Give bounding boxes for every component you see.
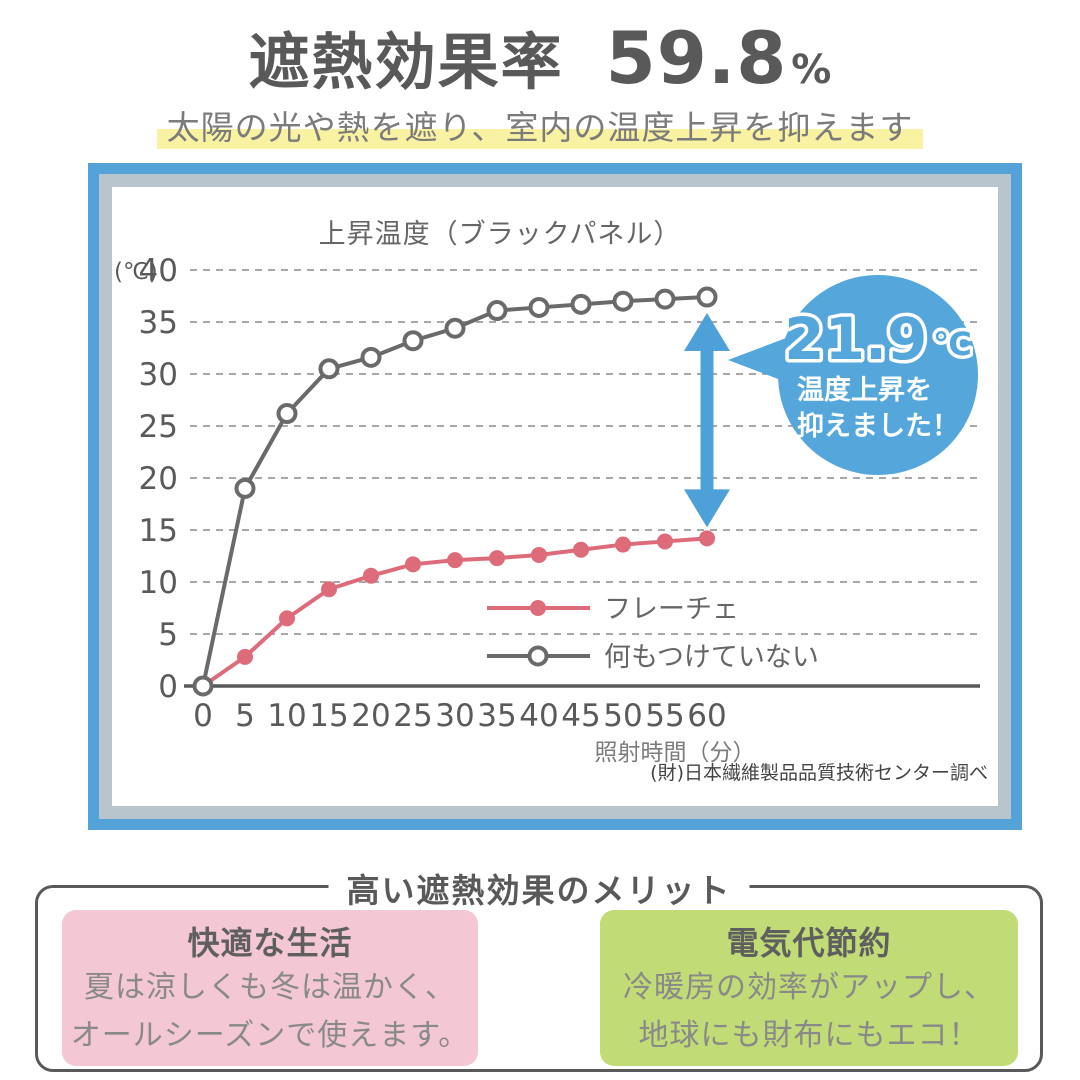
x-tick-label: 60 bbox=[687, 698, 726, 734]
data-point-open bbox=[528, 296, 550, 318]
merit-card-saving-line2: 地球にも財布にもエコ！ bbox=[638, 1018, 980, 1053]
x-tick-label: 20 bbox=[351, 698, 390, 734]
data-point-filled bbox=[615, 536, 631, 553]
speech-bubble: 21.9 ℃ 温度上昇を 抑えました！ bbox=[778, 275, 978, 475]
data-point-filled bbox=[447, 552, 463, 569]
data-point-filled bbox=[321, 581, 337, 598]
x-tick-label: 10 bbox=[267, 698, 306, 734]
data-point-filled bbox=[489, 550, 505, 567]
legend-marker-filled bbox=[530, 600, 546, 616]
bubble-caption-line2: 抑えました！ bbox=[797, 411, 959, 442]
data-point-open bbox=[276, 403, 298, 425]
y-tick-label: 40 bbox=[139, 253, 178, 289]
x-tick-label: 5 bbox=[235, 698, 255, 734]
y-tick-label: 15 bbox=[139, 513, 178, 549]
data-point-filled bbox=[363, 567, 379, 584]
data-point-filled bbox=[699, 530, 715, 547]
data-point-filled bbox=[237, 648, 253, 665]
merit-section-title: 高い遮熱効果のメリット bbox=[328, 864, 750, 912]
bubble-value-text: 21.9 ℃ bbox=[783, 305, 973, 371]
x-tick-label: 45 bbox=[561, 698, 600, 734]
data-point-filled bbox=[531, 546, 547, 563]
merit-section: 高い遮熱効果のメリット 快適な生活 夏は涼しくも冬は温かく、 オールシーズンで使… bbox=[35, 864, 1043, 1072]
data-point-filled bbox=[657, 533, 673, 550]
merit-card-comfort-line2: オールシーズンで使えます。 bbox=[70, 1018, 470, 1053]
y-tick-label: 5 bbox=[158, 617, 178, 653]
data-point-filled bbox=[573, 541, 589, 558]
y-tick-label: 0 bbox=[158, 669, 178, 705]
y-tick-label: 35 bbox=[139, 305, 178, 341]
merit-card-saving-line1: 冷暖房の効率がアップし、 bbox=[623, 970, 995, 1005]
chart-title: 上昇温度（ブラックパネル） bbox=[319, 219, 682, 250]
legend-label: 何もつけていない bbox=[604, 642, 819, 673]
subtitle-highlighted: 太陽の光や熱を遮り、室内の温度上昇を抑えます bbox=[156, 101, 924, 149]
x-tick-label: 55 bbox=[645, 698, 684, 734]
data-point-open bbox=[234, 477, 256, 499]
x-tick-label: 30 bbox=[435, 698, 474, 734]
x-tick-label: 35 bbox=[477, 698, 516, 734]
legend-marker-open bbox=[527, 645, 549, 667]
subtitle-wrap: 太陽の光や熱を遮り、室内の温度上昇を抑えます bbox=[0, 101, 1080, 149]
y-tick-label: 25 bbox=[139, 409, 178, 445]
bubble-caption: 温度上昇を 抑えました！ bbox=[797, 373, 959, 446]
svg-text:21.9 ℃: 21.9 ℃ bbox=[784, 305, 971, 371]
y-axis-unit: (℃) bbox=[114, 259, 158, 285]
data-point-open bbox=[654, 288, 676, 310]
data-point-filled bbox=[405, 556, 421, 573]
title-unit: % bbox=[791, 47, 832, 93]
bubble-caption-line1: 温度上昇を bbox=[797, 374, 932, 406]
x-tick-label: 50 bbox=[603, 698, 642, 734]
data-point-open bbox=[318, 358, 340, 380]
y-tick-label: 30 bbox=[139, 357, 178, 393]
chart-area: 0 5 10 15 20 25 30 35 40 (℃) 上昇温度（ブラックパネル） 0 5 10 15 20… bbox=[112, 187, 998, 806]
merit-card-saving-title: 電気代節約 bbox=[726, 924, 892, 962]
x-tick-label: 0 bbox=[193, 698, 213, 734]
title-label: 遮熱効果率 bbox=[248, 27, 564, 98]
merit-card-saving: 電気代節約 冷暖房の効率がアップし、 地球にも財布にもエコ！ bbox=[600, 910, 1018, 1066]
difference-arrow bbox=[684, 313, 730, 528]
merit-card-comfort-line1: 夏は涼しくも冬は温かく、 bbox=[84, 970, 456, 1005]
chart-panel: 0 5 10 15 20 25 30 35 40 (℃) 上昇温度（ブラックパネル） 0 5 10 15 20… bbox=[88, 163, 1022, 830]
chart-panel-inner-frame: 0 5 10 15 20 25 30 35 40 (℃) 上昇温度（ブラックパネル） 0 5 10 15 20… bbox=[99, 174, 1011, 819]
merit-card-comfort-title: 快適な生活 bbox=[187, 924, 353, 962]
x-axis-label: 照射時間（分） bbox=[595, 740, 756, 766]
x-tick-label: 25 bbox=[393, 698, 432, 734]
speech-bubble-tail bbox=[728, 338, 786, 382]
data-point-filled bbox=[279, 610, 295, 627]
data-point-open bbox=[402, 330, 424, 352]
data-point-open bbox=[570, 293, 592, 315]
legend-label: フレーチェ bbox=[604, 594, 739, 625]
data-point-open bbox=[360, 346, 382, 368]
data-point-open bbox=[696, 286, 718, 308]
title-value: 59.8 bbox=[605, 16, 788, 100]
data-point-open bbox=[612, 290, 634, 312]
page-title: 遮熱効果率 59.8 % bbox=[0, 12, 1080, 101]
data-point-open bbox=[486, 300, 508, 322]
data-point-open bbox=[444, 317, 466, 339]
merit-card-comfort: 快適な生活 夏は涼しくも冬は温かく、 オールシーズンで使えます。 bbox=[62, 910, 478, 1066]
y-tick-label: 10 bbox=[139, 565, 178, 601]
x-tick-label: 15 bbox=[309, 698, 348, 734]
x-tick-label: 40 bbox=[519, 698, 558, 734]
data-point-open bbox=[192, 675, 214, 697]
y-tick-label: 20 bbox=[139, 461, 178, 497]
source-attribution: (財)日本繊維製品品質技術センター調べ bbox=[650, 762, 988, 784]
